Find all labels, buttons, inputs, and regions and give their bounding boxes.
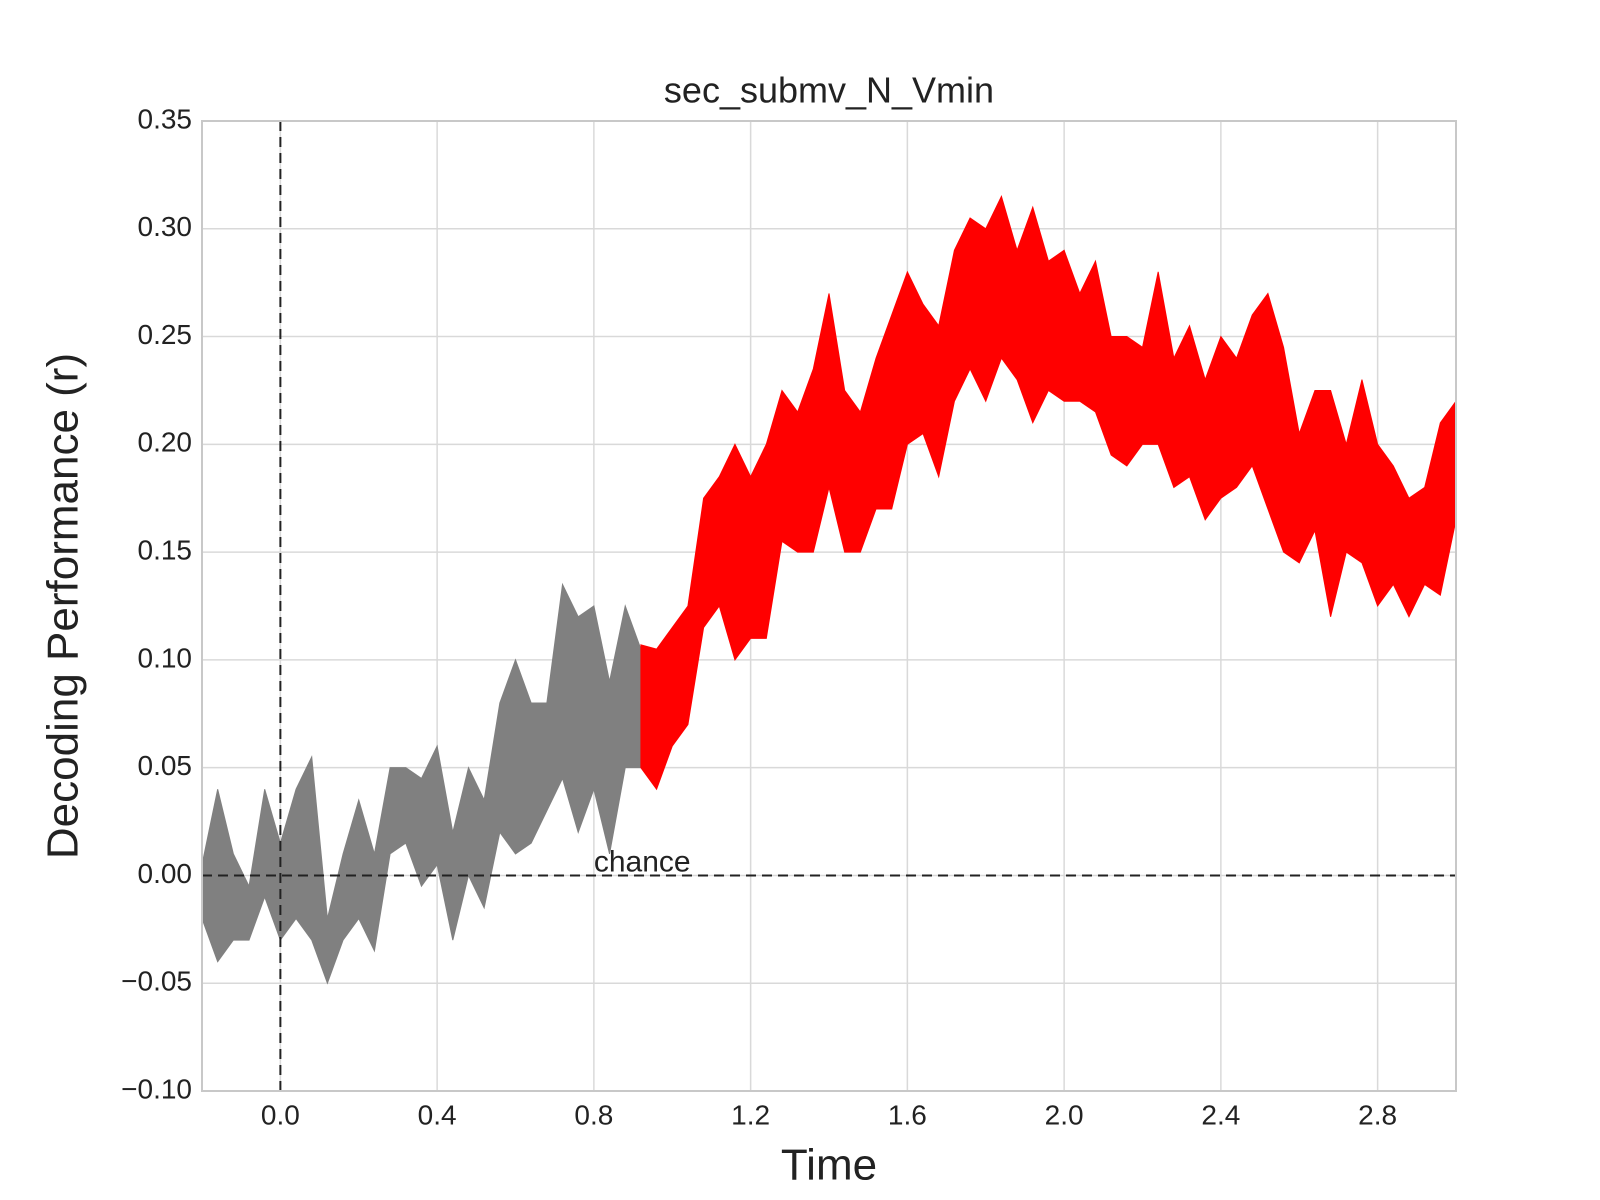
x-axis-label: Time: [781, 1141, 877, 1190]
y-tick-label: −0.10: [121, 1073, 192, 1104]
x-tick-label: 2.8: [1358, 1099, 1397, 1130]
y-tick-label: 0.00: [138, 858, 193, 889]
band: [201, 582, 642, 985]
x-tick-label: 1.6: [888, 1099, 927, 1130]
y-tick-label: 0.35: [138, 103, 193, 134]
y-tick-label: 0.15: [138, 535, 193, 566]
x-tick-label: 1.2: [731, 1099, 770, 1130]
x-tick-label: 0.0: [261, 1099, 300, 1130]
x-tick-label: 2.0: [1045, 1099, 1084, 1130]
chart-title: sec_submv_N_Vmin: [664, 70, 994, 111]
band: [640, 195, 1457, 791]
x-tick-label: 0.4: [418, 1099, 457, 1130]
plot-frame: [201, 120, 1457, 1092]
y-tick-label: 0.25: [138, 319, 193, 350]
x-tick-label: 0.8: [574, 1099, 613, 1130]
y-tick-label: −0.05: [121, 966, 192, 997]
y-axis-label: Decoding Performance (r): [39, 353, 88, 859]
annotation: chance: [594, 845, 691, 878]
y-tick-label: 0.05: [138, 750, 193, 781]
y-tick-label: 0.20: [138, 427, 193, 458]
y-tick-label: 0.10: [138, 642, 193, 673]
x-tick-label: 2.4: [1201, 1099, 1240, 1130]
y-tick-label: 0.30: [138, 211, 193, 242]
